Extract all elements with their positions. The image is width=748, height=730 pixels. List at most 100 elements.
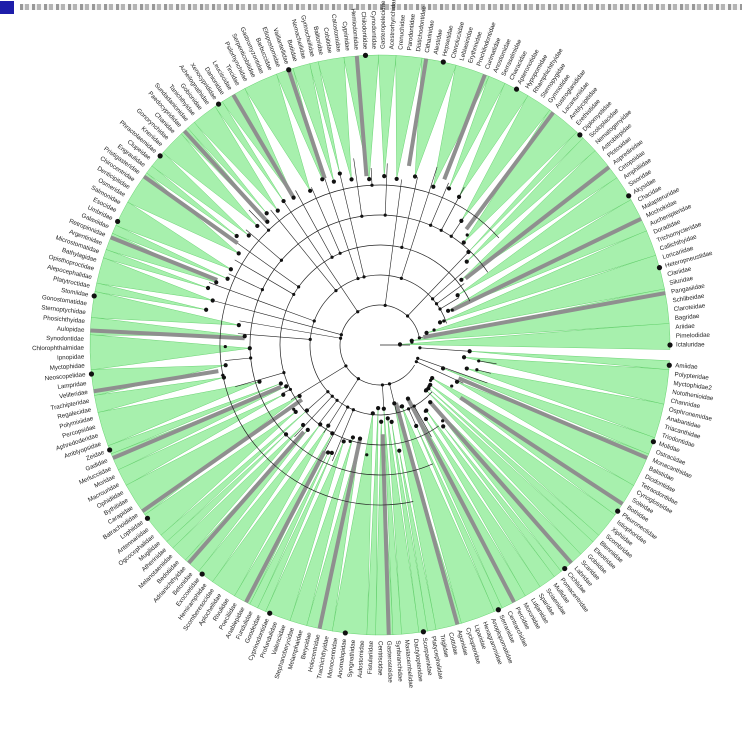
taxon-label: Siluridae [669,275,695,287]
highlight-lineage [317,438,363,630]
clade-node [414,423,419,429]
tree-branch [270,209,337,291]
internal-node [338,336,343,340]
internal-node [417,336,421,340]
taxon-label: Acestrorhynchidae [388,0,397,49]
clade-node [440,366,446,371]
internal-node [406,407,411,411]
header-bar [0,0,748,16]
tip-node [286,67,292,73]
tree-branch [294,396,333,438]
clade-node [225,276,230,281]
highlight-lineage [464,111,555,231]
tip-node [440,59,446,65]
clade-node [370,411,375,416]
tip-node [362,52,369,58]
internal-node [292,292,296,297]
internal-node [312,319,316,323]
clade-node [459,277,464,282]
highlight-lineage [428,400,573,565]
tree-branch [245,229,282,261]
clade-node [385,416,390,421]
taxon-label: Ipnopidae [57,353,85,361]
clade-node [283,432,289,437]
clade-node [464,366,469,371]
clade-node [461,355,467,360]
clade-node [320,177,325,182]
clade-node [461,240,466,245]
clade-node [301,422,306,428]
clade-node [281,392,286,397]
tip-node [666,362,672,368]
clade-node [349,177,354,182]
clade-node [330,431,335,436]
tree-branch [311,187,341,254]
taxon-label: Cyprinidae [341,21,351,52]
taxon-label: Phosichthyidae [43,315,86,325]
tree-branch [401,166,438,279]
tip-node [267,610,273,616]
internal-node [398,343,402,347]
highlight-lineage [187,430,306,565]
tree-branch [318,400,338,424]
taxon-label: Sternoptychidae [41,304,87,316]
clade-node [265,219,270,224]
tip-node [342,630,348,636]
clade-node [304,408,310,413]
clade-node [394,176,399,182]
taxon-label: Bagridae [674,313,700,322]
taxon-label: Synbranchidae [394,640,404,682]
tree-branch [478,360,497,365]
tree-branch [237,333,311,340]
clade-node [236,251,241,256]
clade-node [446,186,452,191]
highlight-lineage [109,235,218,282]
tree-branch [212,300,342,336]
taxon-label: Neoscopelidae [44,371,86,382]
tree-branch [432,268,468,300]
clade-node [456,194,462,199]
internal-node [477,359,481,363]
tree-branch [436,283,465,304]
blue-square-icon [0,1,14,14]
clade-node [228,267,233,272]
internal-node [427,384,431,388]
highlight-lineage [406,397,516,604]
clade-node [337,171,342,176]
tree-branch [430,182,449,226]
taxon-label: Centriscidae [376,641,383,676]
internal-node [282,371,286,375]
clade-node [464,259,469,264]
clade-node [428,400,433,405]
internal-node [432,328,436,332]
taxon-label: Ictaluridae [676,342,705,349]
highlight-lineage [112,385,282,460]
tip-node [577,132,583,138]
tree-branch [413,405,432,438]
highlight-lineage [90,328,245,341]
taxon-label: Aulopidae [57,326,85,334]
tip-node [144,515,151,521]
clade-node [341,439,346,444]
taxon-label: Hemiodontidae [349,8,359,51]
taxon-label: Lampridae [57,380,87,391]
clade-node [293,409,298,414]
tree-branch [228,273,263,290]
internal-node [465,233,469,237]
internal-node [449,234,453,238]
internal-node [410,340,414,344]
clade-node [454,379,460,384]
clade-node [392,401,397,406]
clade-node [297,393,302,399]
taxon-label: Fistulariidae [367,640,375,674]
taxon-label: Claroteidae [673,302,706,313]
tip-node [199,571,205,577]
taxon-label: Schilbeidae [672,293,705,305]
highlight-lineage [142,174,239,245]
tree-branch [290,365,347,400]
tree-branch [234,259,294,295]
taxon-label: Synodontidae [46,335,85,343]
highlight-lineage [451,216,642,312]
internal-node [475,368,479,372]
internal-node [390,420,394,424]
